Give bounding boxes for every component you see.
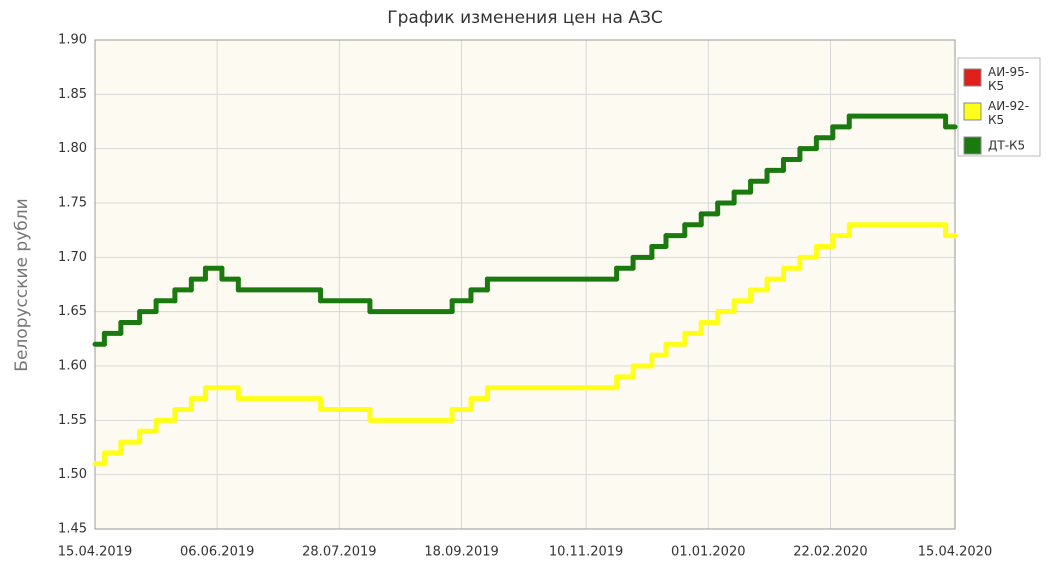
plot-area — [94, 39, 956, 530]
y-tick-label: 1.65 — [58, 304, 87, 319]
y-tick-label: 1.80 — [58, 141, 87, 156]
legend-swatch — [963, 102, 982, 121]
legend-label: ДТ-К5 — [988, 139, 1025, 153]
x-tick-label: 10.11.2019 — [549, 545, 623, 560]
y-tick-label: 1.50 — [58, 467, 87, 482]
y-tick-label: 1.55 — [58, 413, 87, 428]
y-tick-label: 1.75 — [58, 196, 87, 211]
x-tick-label: 22.02.2020 — [793, 545, 867, 560]
x-tick-label: 01.01.2020 — [671, 545, 745, 560]
legend-label: АИ-95-К5 — [988, 65, 1029, 93]
x-tick-label: 15.04.2020 — [918, 545, 992, 560]
x-tick-label: 06.06.2019 — [180, 545, 254, 560]
y-tick-label: 1.90 — [58, 33, 87, 48]
legend-label: АИ-92-К5 — [988, 99, 1029, 127]
legend-swatch — [963, 136, 982, 155]
x-tick-label: 15.04.2019 — [58, 545, 132, 560]
plot-border — [94, 39, 956, 530]
y-axis-label: Белорусские рубли — [12, 198, 32, 371]
y-tick-label: 1.45 — [58, 522, 87, 537]
legend-swatch — [963, 68, 982, 87]
y-tick-label: 1.70 — [58, 250, 87, 265]
y-tick-label: 1.85 — [58, 87, 87, 102]
y-tick-label: 1.60 — [58, 359, 87, 374]
chart-title: График изменения цен на АЗС — [387, 8, 662, 28]
x-tick-label: 28.07.2019 — [302, 545, 376, 560]
x-tick-label: 18.09.2019 — [424, 545, 498, 560]
